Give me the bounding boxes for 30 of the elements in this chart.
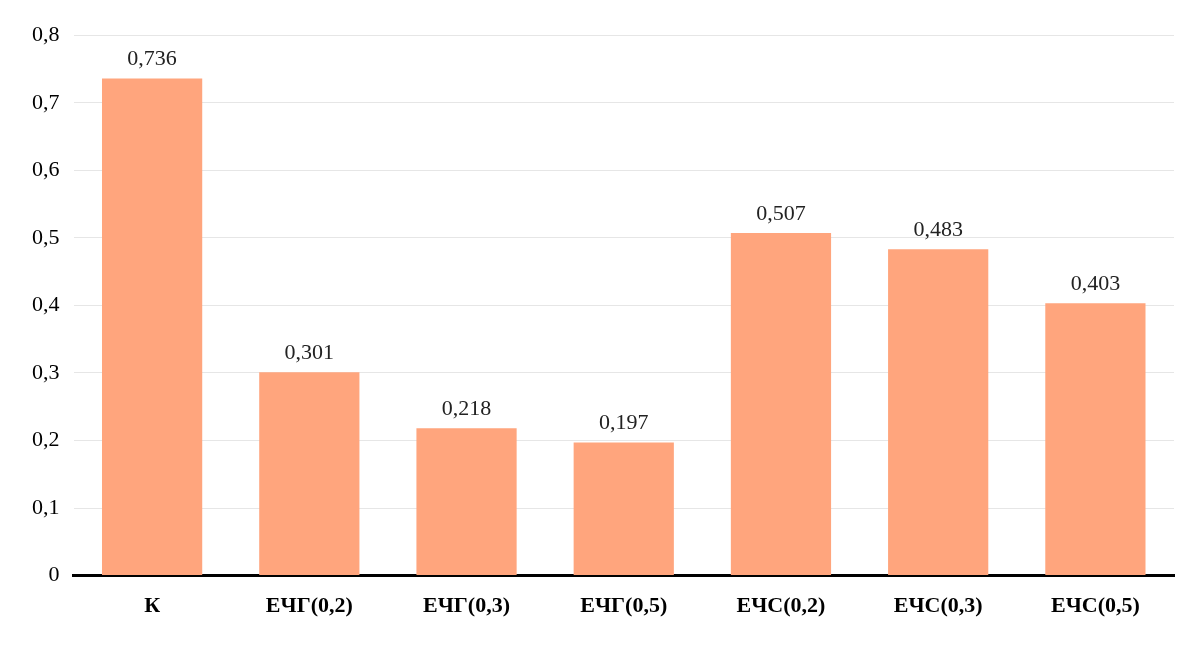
y-tick-label: 0,8: [32, 20, 60, 46]
y-tick-label: 0,6: [32, 156, 60, 182]
data-label: 0,736: [127, 45, 177, 71]
x-tick-label: ЕЧГ(0,3): [423, 592, 511, 618]
bar: [102, 78, 203, 576]
bar: [1045, 303, 1146, 576]
y-tick-label: 0,3: [32, 358, 60, 384]
x-tick-label: ЕЧГ(0,5): [580, 592, 668, 618]
x-tick-label: ЕЧС(0,3): [893, 592, 983, 618]
y-tick-label: 0,7: [32, 88, 60, 114]
data-label: 0,403: [1070, 270, 1121, 296]
bar: [730, 233, 832, 576]
y-tick-label: 0,5: [32, 223, 60, 249]
y-tick-label: 0,2: [32, 426, 60, 452]
bar: [573, 442, 674, 576]
data-label: 0,301: [284, 339, 335, 365]
x-tick-label: ЕЧС(0,5): [1050, 592, 1140, 618]
data-label: 0,483: [913, 216, 963, 242]
y-tick-label: 0,4: [32, 291, 60, 317]
bar: [888, 249, 989, 576]
bar: [416, 428, 517, 576]
x-tick-label: ЕЧС(0,2): [736, 592, 826, 618]
data-label: 0,197: [599, 409, 649, 435]
x-tick-label: ЕЧГ(0,2): [265, 592, 353, 618]
bar: [259, 372, 360, 576]
x-tick-label: К: [144, 592, 161, 618]
data-label: 0,507: [756, 199, 806, 225]
y-tick-label: 0,1: [32, 493, 60, 519]
data-label: 0,218: [441, 395, 492, 421]
y-tick-label: 0: [48, 561, 60, 587]
